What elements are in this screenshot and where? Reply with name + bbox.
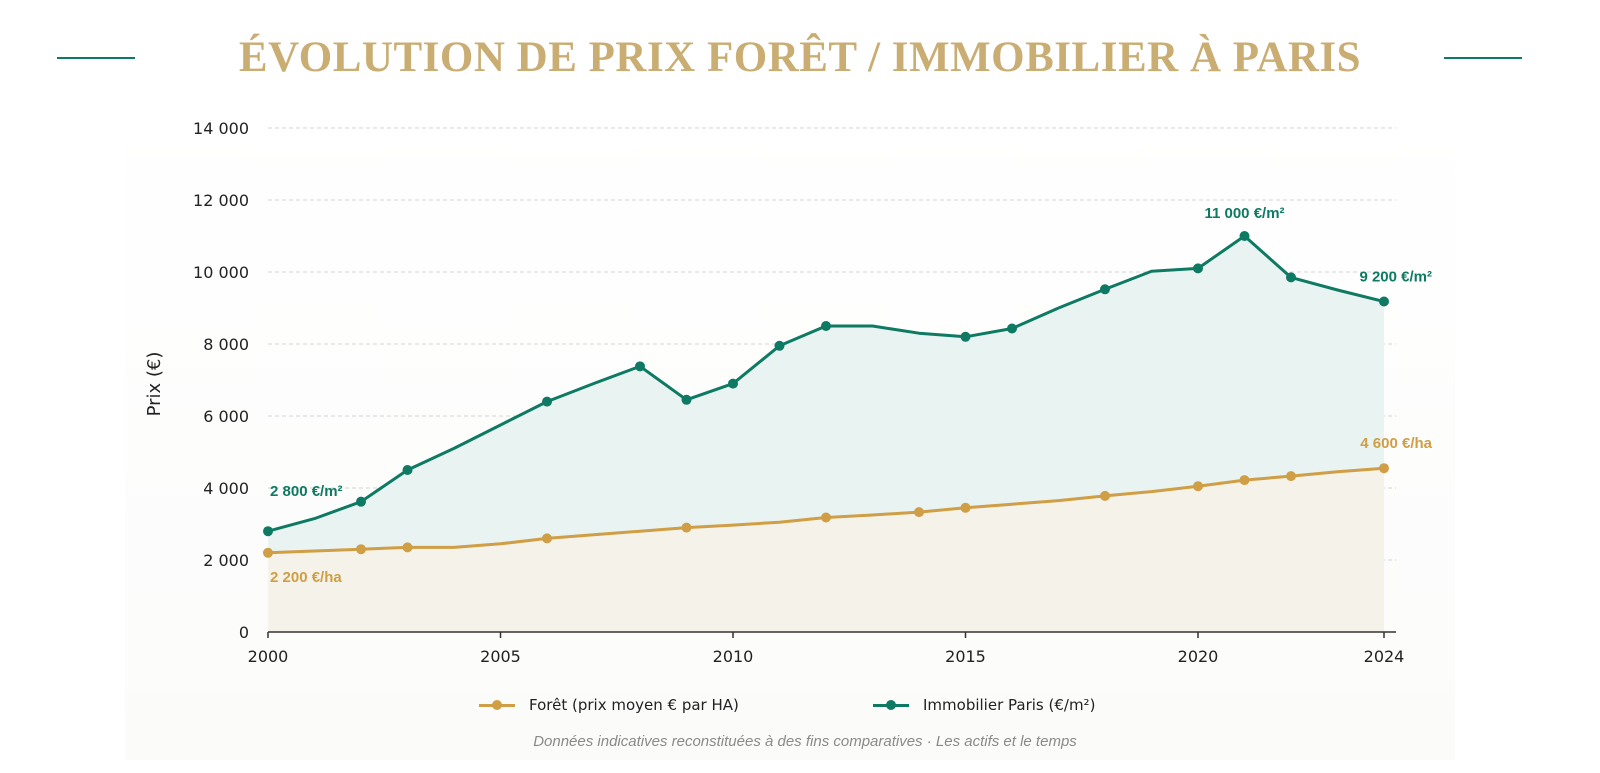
data-point-immobilier bbox=[774, 340, 785, 351]
chart-title: ÉVOLUTION DE PRIX FORÊT / IMMOBILIER À P… bbox=[238, 34, 1362, 81]
data-point-foret bbox=[402, 542, 413, 553]
data-point-immobilier bbox=[1007, 323, 1017, 334]
chart-caption: Données indicatives reconstituées à des … bbox=[533, 733, 1077, 750]
y-tick-label: 2 000 bbox=[203, 551, 249, 570]
data-point-immobilier bbox=[728, 378, 738, 389]
data-label-immobilier: 11 000 €/m² bbox=[1204, 205, 1284, 222]
data-point-foret bbox=[1193, 481, 1203, 492]
data-point-immobilier bbox=[681, 394, 692, 405]
y-tick-label: 8 000 bbox=[203, 335, 249, 354]
x-tick-label: 2000 bbox=[248, 647, 289, 666]
y-tick-label: 10 000 bbox=[193, 263, 249, 282]
title-rule-left bbox=[57, 57, 135, 59]
data-point-foret bbox=[542, 533, 552, 544]
data-point-immobilier bbox=[1286, 272, 1296, 283]
data-point-immobilier bbox=[960, 331, 971, 342]
data-point-immobilier bbox=[263, 526, 273, 537]
data-point-foret bbox=[1100, 490, 1110, 501]
legend-label-immobilier: Immobilier Paris (€/m²) bbox=[923, 696, 1096, 714]
legend-swatch-foret bbox=[479, 699, 515, 710]
legend-item-foret: Forêt (prix moyen € par HA) bbox=[479, 692, 739, 718]
y-tick-label: 14 000 bbox=[193, 119, 249, 138]
area-fill-foret bbox=[268, 468, 1384, 632]
y-tick-label: 12 000 bbox=[193, 191, 249, 210]
data-point-immobilier bbox=[1379, 296, 1389, 307]
x-tick-label: 2015 bbox=[945, 647, 986, 666]
data-point-immobilier bbox=[821, 321, 831, 331]
data-point-foret bbox=[1239, 475, 1250, 486]
data-point-immobilier bbox=[635, 361, 645, 372]
x-tick-label: 2024 bbox=[1364, 647, 1405, 666]
title-row: ÉVOLUTION DE PRIX FORÊT / IMMOBILIER À P… bbox=[0, 30, 1600, 90]
data-point-foret bbox=[1286, 471, 1296, 482]
legend-swatch-immobilier bbox=[873, 699, 909, 710]
y-tick-label: 4 000 bbox=[203, 479, 249, 498]
line-chart: 0 2 000 4 000 6 000 8 000 10 000 12 000 14 000 2… bbox=[144, 119, 1433, 666]
data-point-immobilier bbox=[1239, 231, 1250, 241]
data-label-foret: 4 600 €/ha bbox=[1360, 435, 1432, 452]
data-point-foret bbox=[1379, 463, 1389, 474]
data-label-foret: 2 200 €/ha bbox=[270, 569, 342, 586]
data-point-foret bbox=[681, 522, 692, 533]
y-tick-label: 6 000 bbox=[203, 407, 249, 426]
data-point-immobilier bbox=[1100, 284, 1110, 295]
x-tick-label: 2020 bbox=[1178, 647, 1219, 666]
x-tick-label: 2005 bbox=[480, 647, 521, 666]
data-point-immobilier bbox=[402, 465, 413, 475]
legend-item-immobilier: Immobilier Paris (€/m²) bbox=[873, 692, 1095, 718]
title-rule-right bbox=[1444, 57, 1522, 59]
data-point-foret bbox=[263, 547, 273, 558]
data-point-immobilier bbox=[1193, 263, 1203, 274]
chart-legend: Forêt (prix moyen € par HA) Immobilier P… bbox=[0, 692, 1600, 718]
data-label-immobilier: 9 200 €/m² bbox=[1359, 269, 1432, 286]
y-axis-label: Prix (€) bbox=[144, 352, 165, 417]
data-point-foret bbox=[914, 507, 924, 518]
legend-label-foret: Forêt (prix moyen € par HA) bbox=[529, 696, 739, 714]
data-point-foret bbox=[960, 502, 971, 513]
data-point-immobilier bbox=[542, 396, 552, 407]
data-label-immobilier: 2 800 €/m² bbox=[270, 483, 343, 500]
data-point-foret bbox=[356, 544, 366, 555]
x-tick-label: 2010 bbox=[713, 647, 754, 666]
data-point-foret bbox=[821, 512, 831, 523]
y-tick-label: 0 bbox=[239, 623, 249, 642]
data-point-immobilier bbox=[356, 496, 366, 507]
chart-panel: 0 2 000 4 000 6 000 8 000 10 000 12 000 14 000 2… bbox=[125, 100, 1455, 760]
